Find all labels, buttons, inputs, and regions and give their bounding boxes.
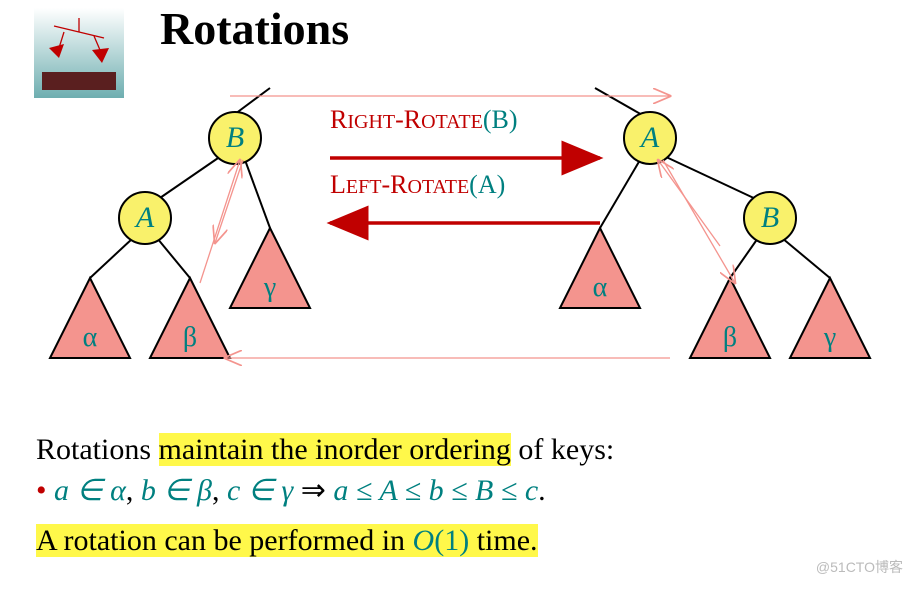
svg-text:B: B <box>226 121 244 154</box>
rotation-diagram: γ α β B Aα β γ A B RIGHT-ROTATE(B) LEFT-ROTATE(A) <box>30 78 900 378</box>
p: . <box>538 474 546 507</box>
svg-text:A: A <box>134 201 155 234</box>
line-2: • a ∈ α, b ∈ β, c ∈ γ ⇒ a ≤ A ≤ b ≤ B ≤ … <box>36 471 886 512</box>
t3a: A rotation can be performed in <box>36 524 413 557</box>
slide-title: Rotations <box>160 2 349 55</box>
svg-text:LEFT-ROTATE(A): LEFT-ROTATE(A) <box>330 170 505 199</box>
svg-text:β: β <box>723 322 737 353</box>
c2: , <box>212 474 227 507</box>
bullet: • <box>36 474 54 507</box>
t3o: O <box>413 524 435 557</box>
t3b: time. <box>469 524 537 557</box>
svg-text:β: β <box>183 322 197 353</box>
svg-text:α: α <box>83 322 98 353</box>
svg-text:RIGHT-ROTATE(B): RIGHT-ROTATE(B) <box>330 105 518 134</box>
t1b: of keys: <box>511 433 614 466</box>
svg-text:γ: γ <box>263 272 276 303</box>
m3: c ∈ γ <box>227 474 293 507</box>
line-3: A rotation can be performed in O(1) time… <box>36 521 886 562</box>
svg-text:B: B <box>761 201 779 234</box>
m2: b ∈ β <box>141 474 212 507</box>
chain: a ≤ A ≤ b ≤ B ≤ c <box>333 474 538 507</box>
imp: ⇒ <box>293 474 333 507</box>
svg-text:A: A <box>639 121 660 154</box>
explanation-text: Rotations maintain the inorder ordering … <box>36 430 886 562</box>
line-1: Rotations maintain the inorder ordering … <box>36 430 886 471</box>
svg-text:α: α <box>593 272 608 303</box>
t1a: Rotations <box>36 433 159 466</box>
c1: , <box>126 474 141 507</box>
t1hl: maintain the inorder ordering <box>159 433 511 466</box>
svg-text:γ: γ <box>823 322 836 353</box>
t3p: (1) <box>434 524 469 557</box>
m1: a ∈ α <box>54 474 126 507</box>
watermark: @51CTO博客 <box>816 557 903 577</box>
